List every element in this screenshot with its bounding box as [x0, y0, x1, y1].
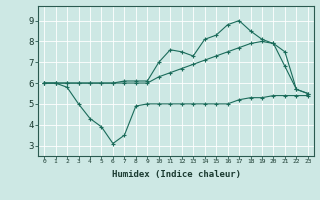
X-axis label: Humidex (Indice chaleur): Humidex (Indice chaleur) — [111, 170, 241, 179]
